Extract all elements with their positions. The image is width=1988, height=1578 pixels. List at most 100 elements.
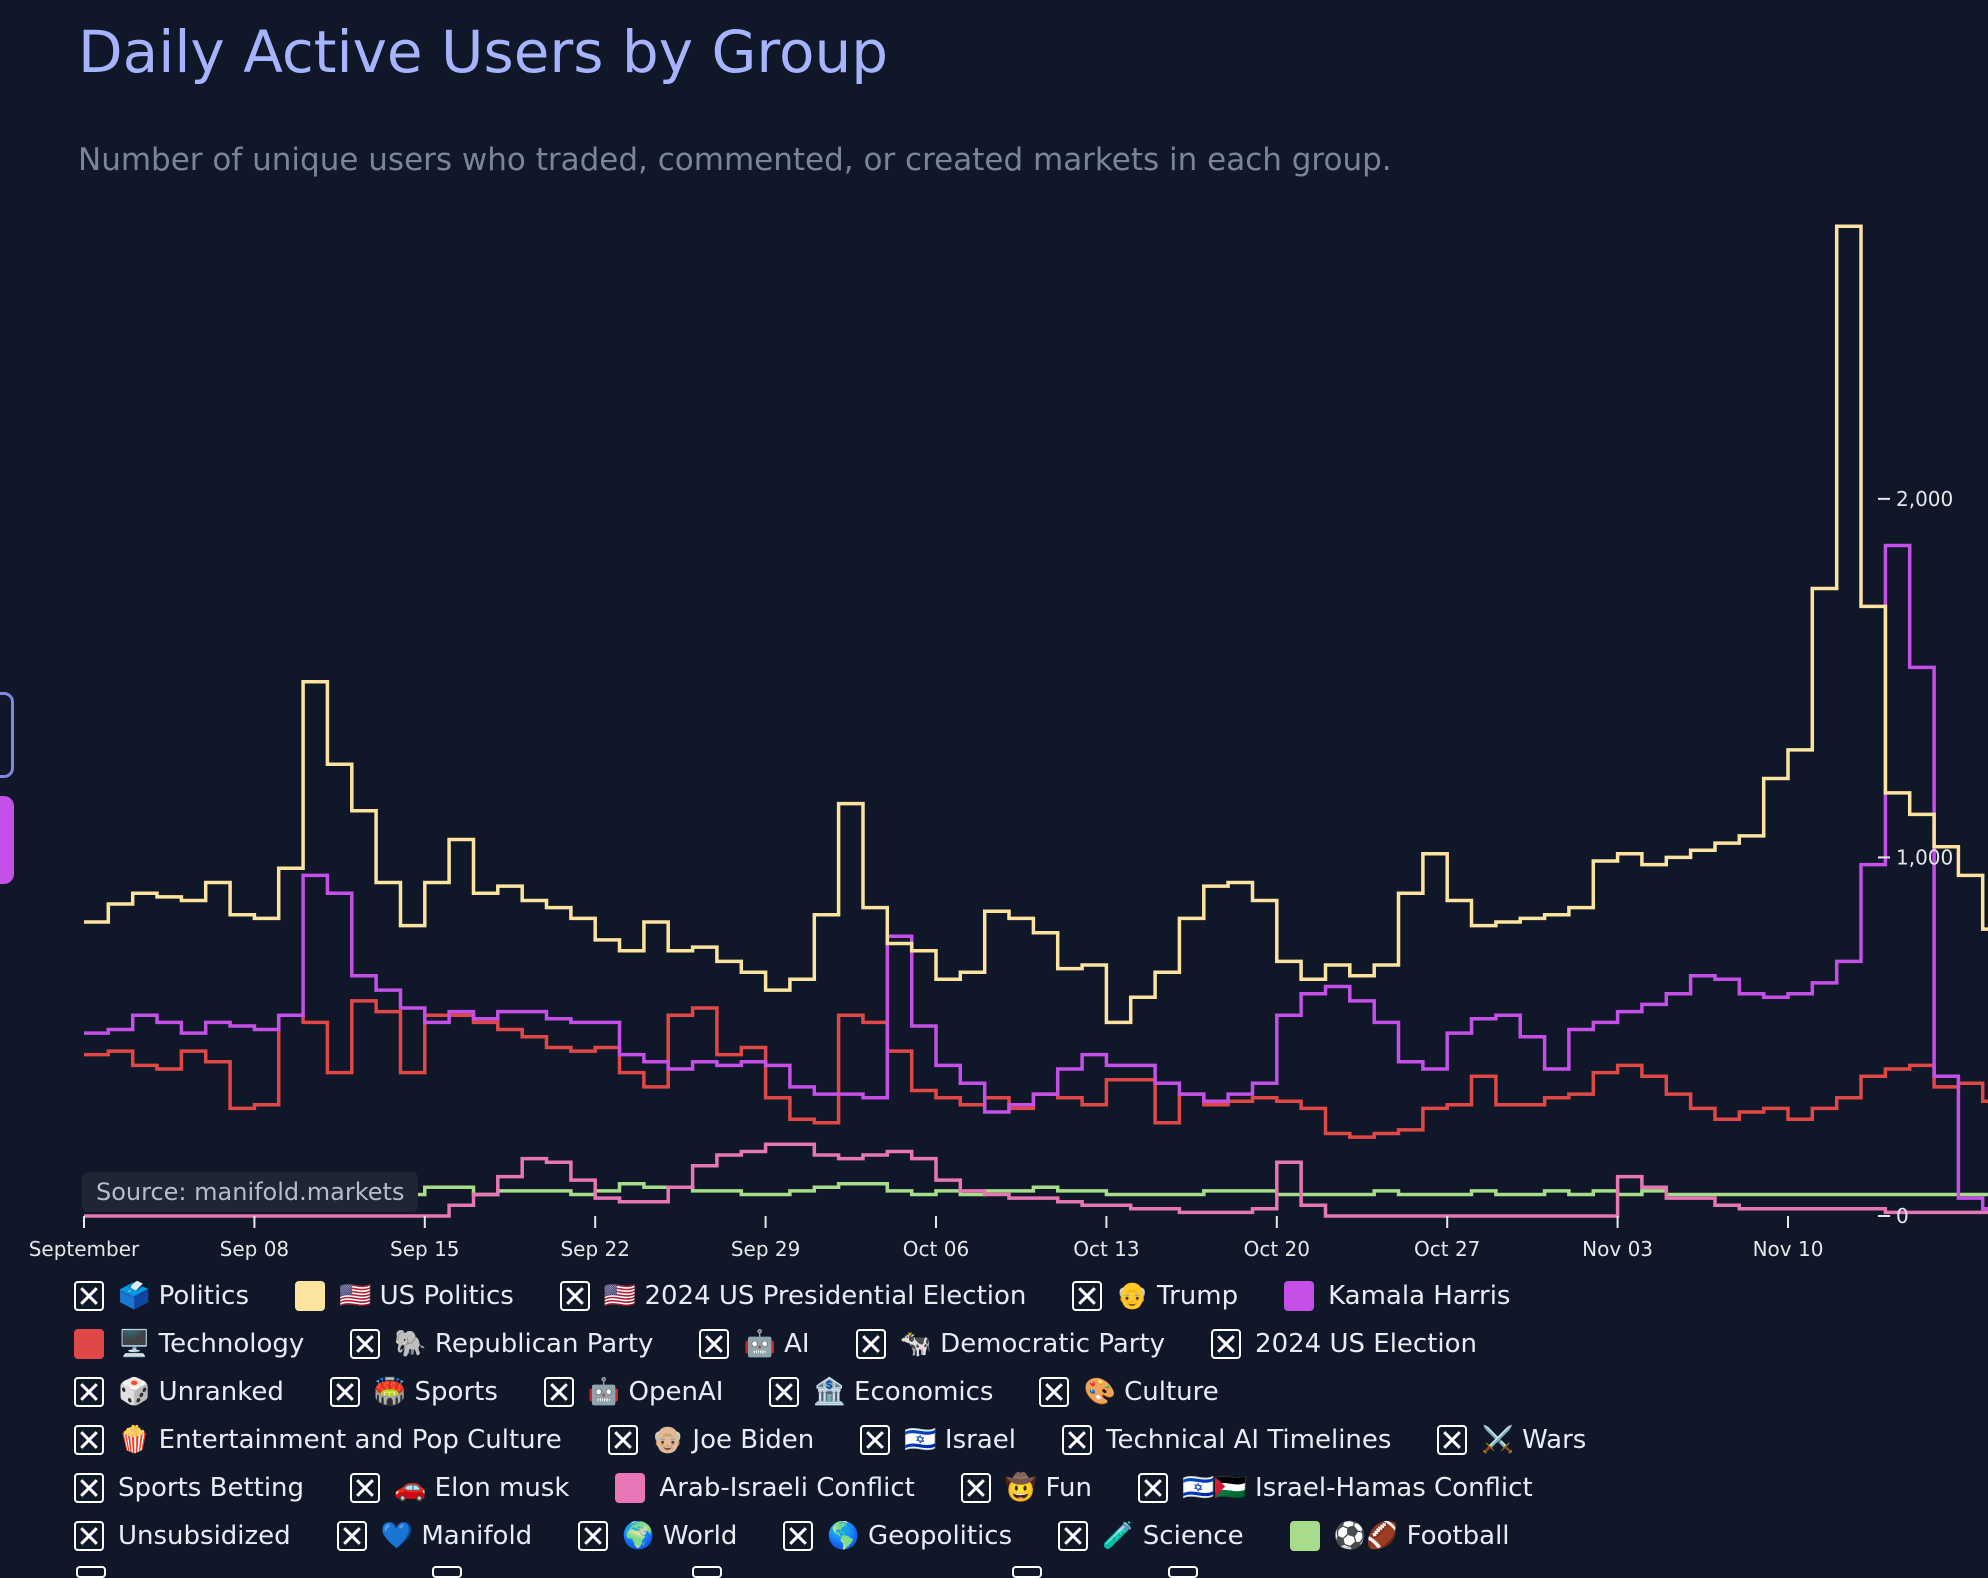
legend-label: ⚔️ Wars: [1481, 1425, 1587, 1455]
legend-label: 🐄 Democratic Party: [899, 1329, 1166, 1359]
x-tick-label: Oct 27: [1414, 1237, 1480, 1260]
series-line-1[interactable]: [84, 224, 1988, 1025]
legend-item[interactable]: 🎲 Unranked: [74, 1377, 284, 1407]
legend-item[interactable]: 🧪 Science: [1058, 1521, 1244, 1551]
legend-item[interactable]: 🇮🇱 Israel: [860, 1425, 1016, 1455]
legend-item[interactable]: ⚔️ Wars: [1437, 1425, 1586, 1455]
legend-item[interactable]: 👴🏼 Joe Biden: [607, 1425, 814, 1455]
legend-item[interactable]: Unsubsidized: [74, 1521, 291, 1551]
legend-item[interactable]: 🇮🇱🇵🇸 Israel-Hamas Conflict: [1138, 1473, 1533, 1503]
legend-label: 🧪 Science: [1102, 1521, 1244, 1551]
y-tick-label: 1,000: [1896, 845, 1953, 869]
legend-item[interactable]: 🐘 Republican Party: [350, 1329, 653, 1359]
legend-label: Kamala Harris: [1328, 1281, 1511, 1311]
legend-checkbox-unchecked[interactable]: [578, 1521, 609, 1551]
legend-label: 🌍 World: [622, 1521, 738, 1551]
legend-item[interactable]: 🇺🇸 2024 US Presidential Election: [559, 1281, 1026, 1311]
legend-checkbox-unchecked[interactable]: [699, 1329, 730, 1359]
x-tick-label: Oct 13: [1073, 1237, 1139, 1260]
x-tick-label: Sep 15: [390, 1237, 460, 1260]
y-tick-label: 0: [1896, 1204, 1909, 1228]
legend-checkbox-unchecked[interactable]: [74, 1281, 104, 1311]
legend-checkbox-partial[interactable]: [76, 1566, 106, 1578]
legend-checkbox-unchecked[interactable]: [960, 1473, 991, 1503]
legend-item[interactable]: 🗳️ Politics: [74, 1281, 249, 1311]
legend-item[interactable]: Arab-Israeli Conflict: [615, 1473, 915, 1503]
legend-label: Technical AI Timelines: [1105, 1425, 1392, 1455]
legend-checkbox-unchecked[interactable]: [1211, 1329, 1242, 1359]
legend-color-swatch[interactable]: [74, 1329, 104, 1359]
legend-item[interactable]: 🎨 Culture: [1039, 1377, 1219, 1407]
legend-color-swatch[interactable]: [295, 1281, 326, 1311]
legend-checkbox-unchecked[interactable]: [1437, 1425, 1468, 1455]
legend-item[interactable]: 💙 Manifold: [336, 1521, 532, 1551]
legend-item[interactable]: ⚽🏈 Football: [1289, 1521, 1510, 1551]
legend-label: 🍿 Entertainment and Pop Culture: [118, 1425, 562, 1455]
legend-row: Unsubsidized 💙 Manifold 🌍 World 🌎 Geopoliti…: [74, 1512, 1954, 1560]
legend-checkbox-partial[interactable]: [432, 1566, 462, 1578]
legend-label: Arab-Israeli Conflict: [659, 1473, 915, 1503]
series-line-3[interactable]: [84, 972, 1988, 1139]
legend-item[interactable]: 🏟️ Sports: [329, 1377, 498, 1407]
legend-checkbox-unchecked[interactable]: [855, 1329, 886, 1359]
legend-item[interactable]: 🍿 Entertainment and Pop Culture: [74, 1425, 562, 1455]
legend-checkbox-partial[interactable]: [1012, 1566, 1042, 1578]
source-label: Source: manifold.markets: [82, 1172, 419, 1212]
legend-item[interactable]: 🐄 Democratic Party: [855, 1329, 1166, 1359]
legend-label: 👴 Trump: [1116, 1281, 1239, 1311]
legend-item[interactable]: Sports Betting: [74, 1473, 304, 1503]
legend-item[interactable]: 🖥️ Technology: [74, 1329, 304, 1359]
legend-label: 🤠 Fun: [1004, 1473, 1093, 1503]
legend-item[interactable]: Technical AI Timelines: [1061, 1425, 1392, 1455]
legend-checkbox-partial[interactable]: [692, 1566, 722, 1578]
legend-label: ⚽🏈 Football: [1333, 1521, 1510, 1551]
legend-checkbox-unchecked[interactable]: [543, 1377, 574, 1407]
legend-item[interactable]: 🚗 Elon musk: [350, 1473, 569, 1503]
legend-label: Unsubsidized: [118, 1521, 291, 1551]
legend-item[interactable]: 👴 Trump: [1072, 1281, 1238, 1311]
series-line-4[interactable]: [84, 1142, 1988, 1218]
legend-label: 🗳️ Politics: [118, 1281, 250, 1311]
legend-checkbox-unchecked[interactable]: [783, 1521, 814, 1551]
legend-checkbox-unchecked[interactable]: [559, 1281, 590, 1311]
legend-checkbox-unchecked[interactable]: [1058, 1521, 1089, 1551]
legend-item[interactable]: 🌎 Geopolitics: [783, 1521, 1012, 1551]
side-tab-filled[interactable]: [0, 796, 14, 884]
legend-checkbox-unchecked[interactable]: [607, 1425, 638, 1455]
legend-label: 🚗 Elon musk: [394, 1473, 570, 1503]
legend-row: 🎲 Unranked 🏟️ Sports 🤖 OpenAI 🏦 Economics 🎨 …: [74, 1368, 1954, 1416]
legend-checkbox-unchecked[interactable]: [74, 1425, 104, 1455]
legend-item[interactable]: 🤖 AI: [699, 1329, 810, 1359]
legend-item[interactable]: 🇺🇸 US Politics: [295, 1281, 514, 1311]
legend-checkbox-unchecked[interactable]: [1039, 1377, 1070, 1407]
legend-color-swatch[interactable]: [615, 1473, 646, 1503]
legend-checkbox-unchecked[interactable]: [1072, 1281, 1103, 1311]
legend-checkbox-unchecked[interactable]: [350, 1329, 381, 1359]
legend-checkbox-unchecked[interactable]: [329, 1377, 360, 1407]
legend-color-swatch[interactable]: [1284, 1281, 1315, 1311]
series-line-2[interactable]: [84, 543, 1988, 1213]
x-tick-label: Oct 20: [1244, 1237, 1310, 1260]
legend-label: 🏦 Economics: [813, 1377, 994, 1407]
legend-checkbox-unchecked[interactable]: [860, 1425, 891, 1455]
legend-checkbox-unchecked[interactable]: [1138, 1473, 1169, 1503]
legend-item[interactable]: Kamala Harris: [1284, 1281, 1510, 1311]
side-tab-outline[interactable]: [0, 692, 14, 778]
legend-item[interactable]: 🏦 Economics: [769, 1377, 993, 1407]
legend-checkbox-unchecked[interactable]: [74, 1377, 104, 1407]
x-tick-label: Sep 29: [731, 1237, 801, 1260]
legend-row: 🍿 Entertainment and Pop Culture 👴🏼 Joe Bi…: [74, 1416, 1954, 1464]
legend-color-swatch[interactable]: [1289, 1521, 1320, 1551]
legend-item[interactable]: 🤠 Fun: [960, 1473, 1093, 1503]
legend-checkbox-unchecked[interactable]: [769, 1377, 800, 1407]
legend-checkbox-unchecked[interactable]: [350, 1473, 381, 1503]
legend-checkbox-unchecked[interactable]: [74, 1521, 104, 1551]
legend-item[interactable]: 🌍 World: [578, 1521, 737, 1551]
legend-label: 🎲 Unranked: [118, 1377, 284, 1407]
legend-checkbox-partial[interactable]: [1168, 1566, 1198, 1578]
legend-checkbox-unchecked[interactable]: [74, 1473, 104, 1503]
legend-checkbox-unchecked[interactable]: [1061, 1425, 1092, 1455]
legend-checkbox-unchecked[interactable]: [336, 1521, 367, 1551]
legend-item[interactable]: 🤖 OpenAI: [543, 1377, 723, 1407]
legend-item[interactable]: 2024 US Election: [1211, 1329, 1477, 1359]
